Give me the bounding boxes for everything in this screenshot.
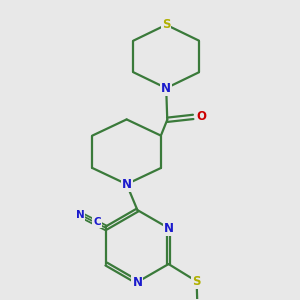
- Text: O: O: [196, 110, 206, 123]
- Text: N: N: [132, 275, 142, 289]
- Text: N: N: [161, 82, 171, 94]
- Text: N: N: [164, 222, 174, 235]
- Text: N: N: [122, 178, 132, 191]
- Text: N: N: [76, 211, 84, 220]
- Text: C: C: [93, 217, 101, 227]
- Text: S: S: [192, 275, 201, 288]
- Text: S: S: [162, 18, 170, 31]
